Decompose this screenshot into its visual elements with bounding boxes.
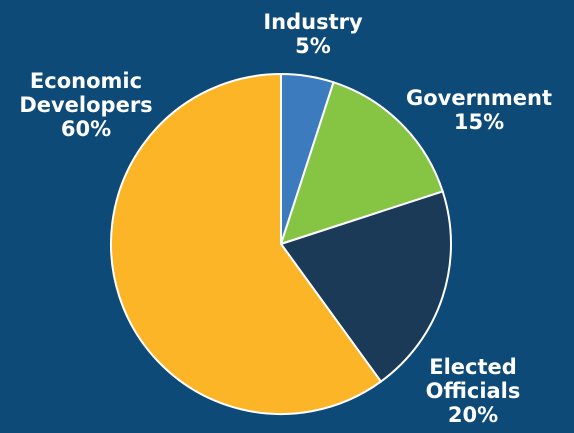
slice-value-label: 60% (61, 117, 111, 141)
slice-value-label: 20% (448, 403, 498, 427)
slice-category-label: Officials (426, 379, 521, 403)
pie-labels: Industry 5% Government 15% Elected Officials 2… (19, 10, 552, 427)
slice-category-label: Economic (30, 69, 142, 93)
slice-label-elected-officials: Elected Officials 20% (426, 355, 521, 427)
slice-category-label: Developers (19, 93, 152, 117)
slice-label-industry: Industry 5% (263, 10, 363, 58)
pie-slices (110, 72, 452, 415)
slice-category-label: Government (406, 86, 552, 110)
slice-label-economic-developers: Economic Developers 60% (19, 69, 152, 141)
slice-label-government: Government 15% (406, 86, 552, 134)
slice-value-label: 5% (295, 34, 331, 58)
pie-slice-economic-developers (110, 72, 383, 415)
pie-slice-elected-officials (279, 190, 452, 383)
slice-category-label: Elected (429, 355, 517, 379)
slice-category-label: Industry (263, 10, 363, 34)
slice-value-label: 15% (454, 110, 504, 134)
